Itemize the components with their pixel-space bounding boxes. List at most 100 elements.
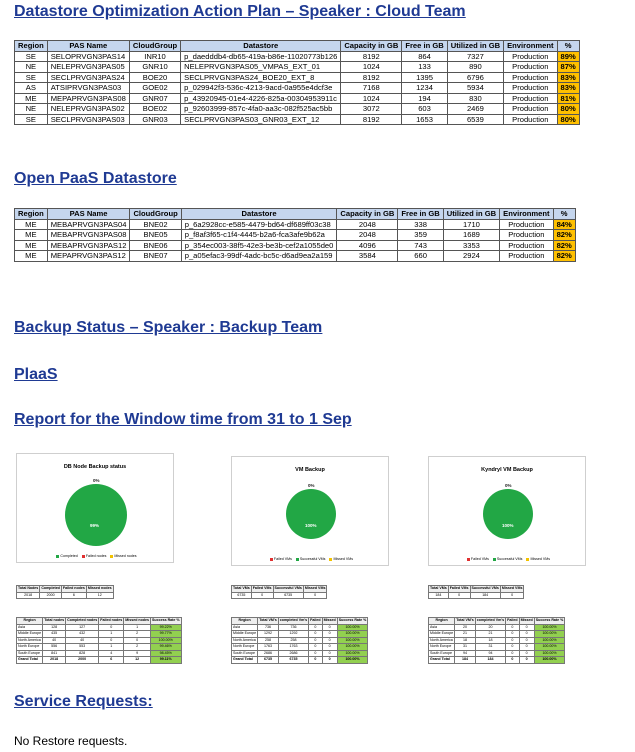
- legend-item: Missed VMs: [530, 557, 551, 561]
- detail-cell: 100.00%: [149, 636, 182, 644]
- table-cell: Production: [499, 250, 554, 262]
- detail-cell: 100.00%: [533, 636, 566, 644]
- detail-cell: 100.00%: [336, 643, 369, 651]
- table-cell: 743: [397, 239, 444, 251]
- report-window-title: Report for the Window time from 31 to 1 …: [14, 411, 352, 428]
- table-cell: ME: [14, 239, 48, 251]
- detail-cell: 100.00%: [533, 643, 566, 651]
- datastore-optimization-table: Region PAS Name CloudGroup Datastore Capacit…: [14, 40, 580, 125]
- table-cell: 87%: [556, 61, 580, 73]
- detail-row: North America 18 18 0 0 100.00%: [427, 636, 566, 644]
- detail-cell: 0: [518, 643, 535, 651]
- detail-row: Middle Europe 21 21 0 0 100.00%: [427, 630, 566, 638]
- legend-item: Failed VMs: [273, 557, 292, 561]
- table-cell: p_6a2928cc-e585-4479-bd64-df689ff03c38: [180, 218, 338, 230]
- table-cell: SELOPRVGN3PAS14: [46, 50, 130, 62]
- detail-cell: 6: [98, 656, 125, 664]
- detail-cell: South Europe: [230, 649, 259, 657]
- detail-cell: 0: [308, 656, 323, 664]
- table-cell: 83%: [556, 71, 580, 83]
- table-cell: 1710: [442, 218, 501, 230]
- table-cell: 80%: [556, 103, 580, 115]
- detail-header: Failed nodes: [98, 617, 125, 625]
- table-cell: 830: [446, 92, 505, 104]
- table-cell: 890: [446, 61, 505, 73]
- table-cell: SECLPRVGN3PAS03_GNR03_EXT_12: [180, 113, 342, 125]
- table-cell: BOE20: [128, 71, 182, 83]
- detail-row: South Europe 841 828 4 9 98.45%: [15, 649, 182, 657]
- summary-header: Total Nodes: [15, 585, 41, 593]
- table-header-row: Region PAS Name CloudGroup Datastore Capacit…: [14, 40, 580, 52]
- legend-swatch: [81, 554, 85, 558]
- detail-cell: 432: [65, 630, 100, 638]
- table-cell: p_a05efac3-99df-4adc-bc5c-d6ad9ea2a159: [180, 250, 338, 262]
- section-title-plaas: PlaaS: [14, 366, 58, 383]
- detail-cell: 2: [123, 630, 151, 638]
- column-header: PAS Name: [46, 208, 131, 220]
- section-title-datastore-optimization: Datastore Optimization Action Plan – Spe…: [14, 3, 466, 21]
- table-cell: 338: [397, 218, 444, 230]
- detail-cell: 99.46%: [149, 643, 182, 651]
- summary-header: Completed: [39, 585, 62, 593]
- table-cell: 82%: [552, 229, 576, 241]
- section-title-backup-status: Backup Status – Speaker : Backup Team: [14, 319, 322, 337]
- table-cell: MEBAPRVGN3PAS12: [46, 239, 131, 251]
- table-cell: p_43920945-01e4-4226-825a-00304953911c: [180, 92, 342, 104]
- table-cell: 864: [401, 50, 448, 62]
- detail-cell: 0: [308, 649, 323, 657]
- detail-cell: 12: [123, 656, 151, 664]
- pie-label-main: 100%: [502, 523, 514, 528]
- detail-cell: 0: [308, 630, 323, 638]
- column-header: Region: [14, 208, 48, 220]
- summary-header: Total VMs: [428, 585, 449, 593]
- table-cell: Production: [503, 71, 558, 83]
- column-header: Capacity in GB: [340, 40, 403, 52]
- table-cell: MEPAPRVGN3PAS12: [46, 250, 131, 262]
- table-cell: BNE06: [129, 239, 182, 251]
- speaker-link[interactable]: Speaker : Cloud Team: [298, 3, 466, 20]
- detail-header: Total VM's: [454, 617, 476, 625]
- detail-cell: Asia: [427, 623, 456, 631]
- detail-cell: 1: [98, 643, 125, 651]
- table-row: ME MEBAPRVGN3PAS08 BNE05 p_f8af3f65-c1f4-44…: [14, 229, 576, 241]
- table-cell: 2048: [336, 229, 399, 241]
- detail-row: North America 40 40 0 0 100.00%: [15, 636, 182, 644]
- table-cell: 1234: [401, 82, 448, 94]
- table-cell: SECLPRVGN3PAS24: [46, 71, 130, 83]
- detail-cell: 6735: [257, 656, 279, 664]
- detail-cell: Grand Total: [230, 656, 259, 664]
- detail-cell: 2000: [65, 656, 100, 664]
- legend-item: Successful VMs: [496, 557, 523, 561]
- summary-header: Failed nodes: [60, 585, 87, 593]
- title-prefix: Datastore Optimization Action Plan –: [14, 3, 299, 20]
- detail-cell: North America: [427, 636, 456, 644]
- summary-value: 0: [447, 591, 471, 599]
- service-requests-text: No Restore requests.: [14, 734, 128, 748]
- column-header: CloudGroup: [129, 208, 182, 220]
- detail-cell: 0: [505, 643, 520, 651]
- panel-db-node-backup: DB Node Backup status 0% 99% Completed F…: [16, 453, 174, 563]
- table-cell: GNR10: [128, 61, 182, 73]
- column-header: Free in GB: [397, 208, 444, 220]
- detail-cell: North Europe: [230, 643, 259, 651]
- pie-legend: Completed Failed nodes Missed nodes: [17, 554, 173, 558]
- summary-header: Failed VMs: [250, 585, 274, 593]
- detail-header: Region: [427, 617, 456, 625]
- table-cell: p_daedddb4-db65-419a-b86e-11020773b126: [180, 50, 342, 62]
- detail-cell: 100.00%: [336, 636, 369, 644]
- table-cell: BNE02: [129, 218, 182, 230]
- detail-cell: North America: [15, 636, 44, 644]
- backup-speaker-link[interactable]: Speaker : Backup Team: [142, 319, 323, 336]
- summary-header: Missed VMs: [499, 585, 525, 593]
- detail-cell: 553: [65, 643, 100, 651]
- table-cell: 1024: [340, 92, 403, 104]
- detail-cell: 99.77%: [149, 630, 182, 638]
- detail-row: Asia 128 127 0 1 99.22%: [15, 623, 182, 631]
- table-cell: MEPAPRVGN3PAS08: [46, 92, 130, 104]
- column-header: Environment: [499, 208, 554, 220]
- detail-header: completed Vm's: [277, 617, 310, 625]
- panel-title: VM Backup: [295, 467, 325, 473]
- table-row: ME MEBAPRVGN3PAS04 BNE02 p_6a2928cc-e585-44…: [14, 218, 576, 230]
- column-header: %: [552, 208, 576, 220]
- detail-cell: 4: [98, 649, 125, 657]
